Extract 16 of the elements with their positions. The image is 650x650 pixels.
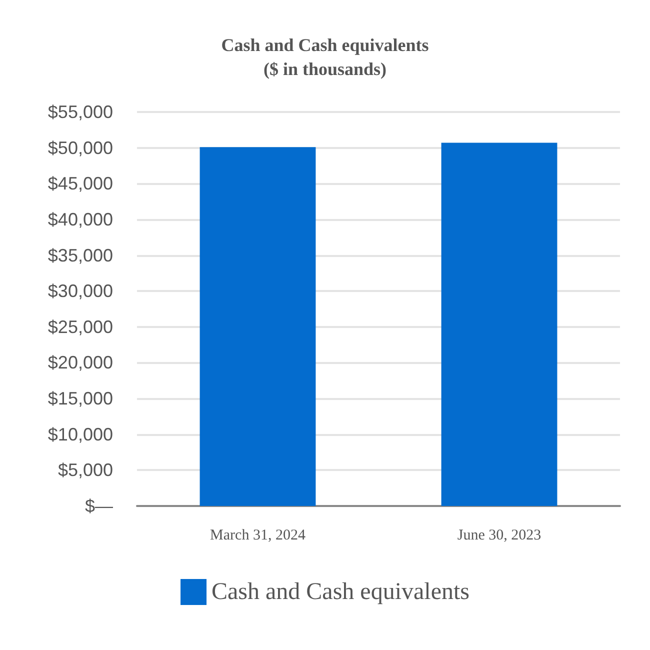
y-tick-label: $55,000 [48,102,113,122]
y-tick-label: $5,000 [58,460,113,480]
legend-label: Cash and Cash equivalents [212,579,470,605]
x-tick-label: March 31, 2024 [210,528,306,544]
y-tick-label: $35,000 [48,245,113,266]
y-tick-label: $40,000 [48,209,113,230]
y-tick-label: $45,000 [48,174,113,194]
y-tick-label: $25,000 [48,316,113,337]
y-tick-label: $50,000 [48,138,113,158]
y-tick-label: $— [84,496,113,516]
y-tick-label: $20,000 [48,352,113,373]
y-tick-label: $15,000 [48,388,113,409]
x-tick-label: June 30, 2023 [457,528,542,544]
chart-title: Cash and Cash equivalents ($ in thousands) [221,35,429,79]
y-tick-label: $10,000 [48,424,113,444]
y-tick-label: $30,000 [48,281,113,302]
